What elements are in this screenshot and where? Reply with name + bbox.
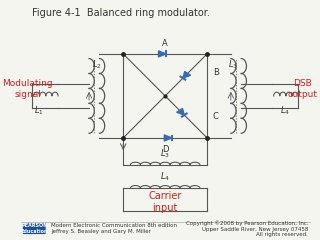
Text: C: C — [213, 112, 219, 121]
Text: Figure 4-1  Balanced ring modulator.: Figure 4-1 Balanced ring modulator. — [32, 8, 210, 18]
Text: B: B — [213, 68, 219, 77]
Text: $L_2$: $L_2$ — [92, 59, 102, 72]
Polygon shape — [158, 51, 166, 57]
Text: $L_3$: $L_3$ — [228, 59, 238, 72]
Text: $L_4$: $L_4$ — [160, 171, 170, 183]
Text: Copyright ©2008 by Pearson Education, Inc.
Upper Saddle River, New Jersey 07458
: Copyright ©2008 by Pearson Education, In… — [186, 220, 308, 237]
Text: D: D — [162, 145, 168, 154]
Polygon shape — [177, 108, 184, 115]
Text: Modern Electronic Communication 8th edition
Jeffrey S. Beasley and Gary M. Mille: Modern Electronic Communication 8th edit… — [51, 223, 177, 234]
FancyBboxPatch shape — [23, 223, 46, 234]
Text: Carrier
input: Carrier input — [148, 191, 182, 213]
Text: Modulating
signal: Modulating signal — [3, 79, 53, 99]
Polygon shape — [164, 135, 172, 141]
Text: A: A — [162, 39, 168, 48]
Text: $L_4$: $L_4$ — [280, 104, 290, 117]
Text: $L_1$: $L_1$ — [35, 104, 44, 117]
Text: DSB
output: DSB output — [288, 79, 317, 99]
Polygon shape — [183, 72, 191, 78]
Text: $L_3$: $L_3$ — [160, 148, 170, 160]
Text: PEARSON
Education: PEARSON Education — [20, 223, 48, 234]
